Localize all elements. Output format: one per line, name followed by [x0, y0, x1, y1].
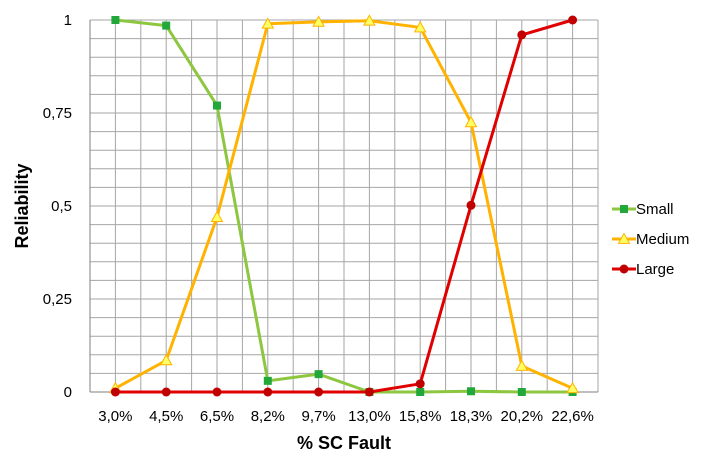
legend-entry-large: Large	[612, 261, 674, 278]
data-point-large	[364, 387, 374, 397]
y-tick-label: 0,75	[43, 105, 72, 122]
data-point-large	[110, 387, 120, 397]
x-tick-label: 15,8%	[399, 408, 442, 425]
data-point-medium	[363, 14, 376, 26]
data-point-small	[467, 387, 475, 396]
data-point-small	[162, 21, 171, 30]
data-point-small	[111, 16, 120, 24]
data-point-large	[568, 15, 578, 25]
data-point-medium	[210, 210, 224, 223]
legend-swatch-marker	[619, 264, 629, 274]
data-point-small	[416, 388, 425, 396]
data-point-medium	[159, 353, 173, 366]
series-line-medium	[114, 19, 574, 390]
legend-label: Large	[636, 261, 674, 278]
data-point-small	[263, 376, 272, 385]
legend-label: Medium	[636, 231, 689, 248]
data-point-medium	[413, 20, 427, 33]
legend-swatch-marker	[617, 232, 631, 244]
series-line-large	[115, 18, 574, 394]
data-point-large	[263, 387, 273, 397]
x-tick-label: 3,0%	[98, 408, 132, 425]
x-tick-label: 9,7%	[301, 408, 335, 425]
x-tick-label: 20,2%	[501, 408, 544, 425]
series-large	[110, 15, 578, 397]
y-tick-label: 0,25	[43, 291, 72, 308]
legend-entry-small: Small	[612, 201, 674, 218]
legend-swatch-marker	[620, 205, 628, 213]
x-tick-label: 13,0%	[348, 408, 391, 425]
x-tick-label: 6,5%	[200, 408, 234, 425]
y-tick-label: 0	[64, 384, 72, 401]
data-point-large	[466, 200, 476, 210]
y-tick-label: 0,5	[51, 198, 72, 215]
data-point-medium	[464, 115, 478, 128]
data-point-small	[314, 370, 323, 379]
data-point-large	[161, 387, 171, 397]
data-point-small	[517, 388, 526, 396]
grid-lines	[89, 19, 599, 393]
legend: Small Medium Large	[612, 201, 689, 278]
series-lines	[109, 14, 579, 397]
x-tick-label: 8,2%	[251, 408, 285, 425]
y-tick-label: 1	[64, 12, 72, 29]
legend-entry-medium: Medium	[612, 231, 689, 248]
data-point-large	[415, 379, 425, 389]
data-point-large	[212, 387, 222, 397]
data-point-small	[213, 101, 221, 110]
x-tick-label: 4,5%	[149, 408, 183, 425]
legend-label: Small	[636, 201, 674, 218]
data-point-medium	[515, 359, 529, 371]
x-tick-label: 22,6%	[551, 408, 594, 425]
data-point-medium	[261, 17, 275, 29]
series-line-small	[115, 18, 573, 394]
x-axis-title: % SC Fault	[297, 433, 391, 453]
data-point-large	[517, 30, 527, 40]
data-point-medium	[312, 15, 325, 27]
y-axis-title: Reliability	[12, 163, 32, 248]
data-point-medium	[566, 381, 579, 394]
x-tick-label: 18,3%	[450, 408, 493, 425]
data-point-large	[314, 387, 324, 397]
